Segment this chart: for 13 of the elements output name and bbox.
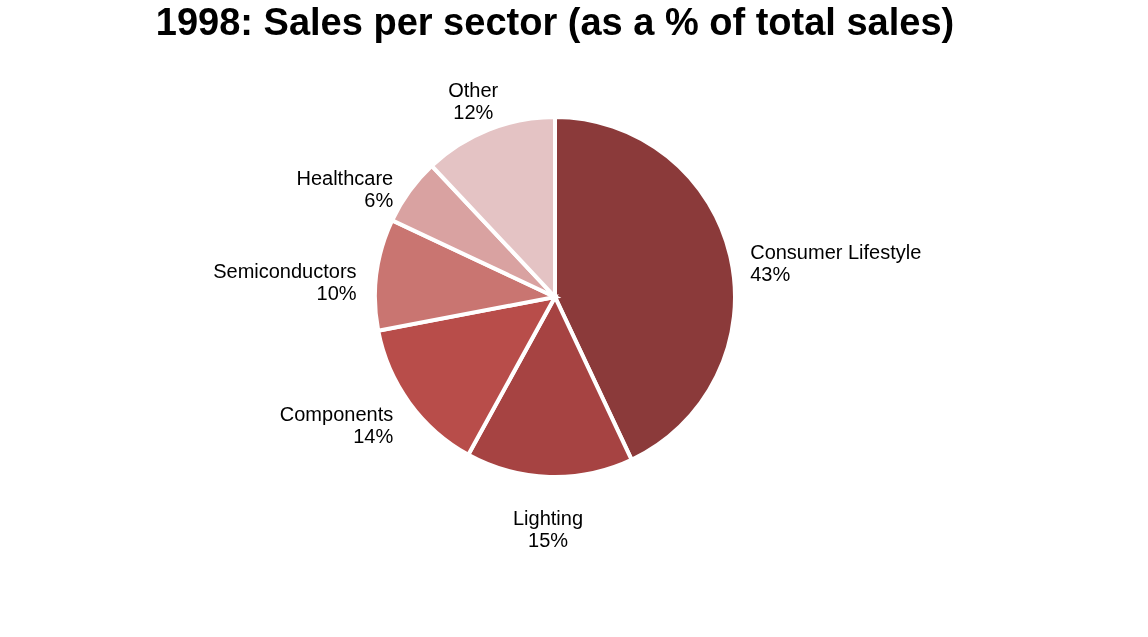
slice-label: Healthcare [296,167,394,190]
data-label: 12% [453,100,494,123]
data-label: 6% [364,189,394,212]
slice-label: Lighting [513,506,584,529]
data-label: 10% [316,281,357,304]
data-label: 15% [528,528,569,551]
chart-title: 1998: Sales per sector (as a % of total sales) [155,1,955,43]
slice-label: Consumer Lifestyle [750,241,922,264]
slice-label: Other [448,78,499,101]
slice-label: Components [279,402,394,425]
data-label: 14% [353,424,394,447]
slice-label: Semiconductors [213,259,357,282]
data-label: 43% [750,263,791,286]
